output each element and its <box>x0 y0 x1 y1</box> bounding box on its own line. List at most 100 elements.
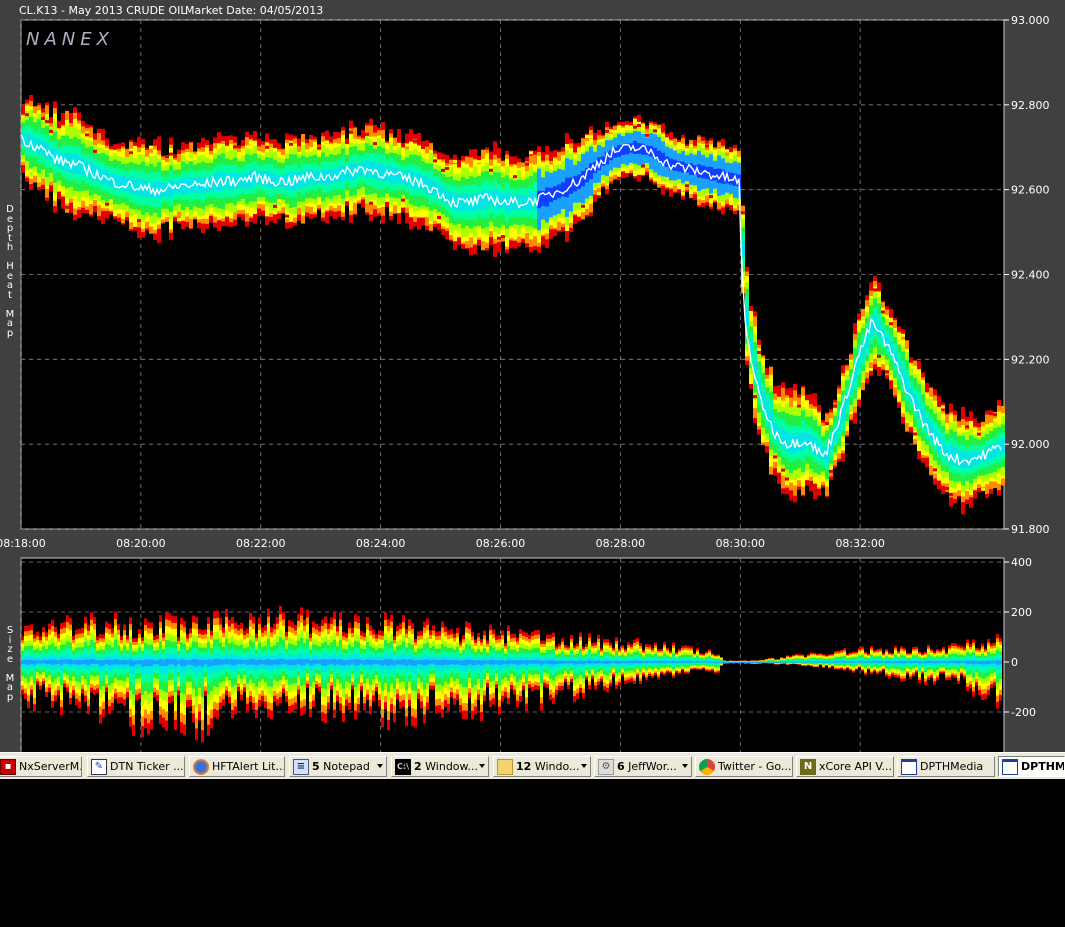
depth-heat-cell <box>173 181 177 194</box>
depth-order-band <box>297 143 301 147</box>
depth-heat-cell <box>781 428 785 448</box>
depth-heat-cell <box>1001 438 1005 454</box>
depth-heat-cell <box>453 194 457 211</box>
size-heat-cell <box>102 660 105 666</box>
taskbar-item-dpthmedia[interactable]: DPTHMedia <box>897 756 995 777</box>
size-heat-cell <box>405 660 408 666</box>
size-heat-cell <box>66 659 69 664</box>
depth-order-band <box>877 354 881 358</box>
size-heat-cell <box>825 661 828 663</box>
size-heat-cell <box>264 659 267 665</box>
size-heat-cell <box>207 659 210 667</box>
size-heat-cell <box>348 659 351 665</box>
taskbar-item-twitter[interactable]: Twitter - Go... <box>695 756 793 777</box>
size-heat-cell <box>546 660 549 664</box>
depth-heat-cell <box>181 177 185 195</box>
depth-order-band <box>605 129 609 133</box>
size-heat-cell <box>441 659 444 666</box>
size-heat-cell <box>513 660 516 664</box>
size-heat-cell <box>369 659 372 666</box>
taskbar-group-notepad[interactable]: ≡ 5 Notepad <box>289 756 387 777</box>
taskbar-item-hftalert[interactable]: HFTAlert Lit... <box>189 756 285 777</box>
size-heat-cell <box>618 661 621 664</box>
depth-order-band <box>621 171 625 175</box>
depth-heat-cell <box>717 168 721 183</box>
time-x-tick-label: 08:24:00 <box>356 537 405 550</box>
depth-order-band <box>205 147 209 151</box>
taskbar-item-dpthme-active[interactable]: DPTHMe <box>998 756 1065 777</box>
depth-order-band <box>637 124 641 128</box>
depth-heat-cell <box>245 171 249 188</box>
size-heat-cell <box>708 661 711 663</box>
size-heat-cell <box>603 660 606 664</box>
depth-heat-cell <box>309 169 313 185</box>
time-x-tick-label: 08:20:00 <box>116 537 165 550</box>
depth-order-band <box>325 140 329 144</box>
size-heat-cell <box>165 658 168 667</box>
depth-order-band <box>833 404 837 408</box>
depth-heat-cell <box>821 447 825 461</box>
size-heat-cell <box>486 660 489 664</box>
size-heat-cell <box>549 660 552 665</box>
depth-order-band <box>405 143 409 147</box>
depth-order-band <box>273 204 277 208</box>
depth-order-band <box>677 142 681 146</box>
depth-heat-map-label: D e p t h H e a t M a p <box>5 204 15 339</box>
taskbar-group-windows[interactable]: C:\ 2 Window... <box>391 756 489 777</box>
size-heat-cell <box>720 661 723 663</box>
size-heat-cell <box>552 660 555 665</box>
depth-order-band <box>545 161 549 165</box>
size-heat-cell <box>909 661 912 664</box>
depth-order-band <box>49 129 53 133</box>
depth-heat-cell <box>761 391 765 409</box>
taskbar-group-jeffwor[interactable]: ⚙ 6 JeffWor... <box>594 756 692 777</box>
size-heat-cell <box>336 659 339 665</box>
size-heat-cell <box>852 661 855 663</box>
size-heat-cell <box>285 660 288 665</box>
depth-heat-cell <box>481 189 485 211</box>
size-heat-cell <box>723 661 726 663</box>
depth-heat-cell <box>493 188 497 210</box>
depth-heat-cell <box>733 173 737 186</box>
taskbar-item-xcore[interactable]: N xCore API V... <box>796 756 894 777</box>
depth-order-band <box>177 218 181 222</box>
depth-order-band <box>93 149 97 153</box>
size-heat-cell <box>411 659 414 666</box>
depth-heat-cell <box>121 175 125 192</box>
size-heat-cell <box>42 659 45 664</box>
depth-heat-cell <box>805 432 809 449</box>
depth-heat-cell <box>953 448 957 466</box>
size-heat-cell <box>939 661 942 663</box>
size-heat-cell <box>477 660 480 665</box>
depth-heat-cell <box>297 172 301 188</box>
depth-heat-cell <box>885 336 889 349</box>
size-heat-cell <box>726 661 729 663</box>
size-heat-cell <box>372 660 375 665</box>
depth-order-band <box>949 492 953 496</box>
taskbar-group-folders[interactable]: 12 Windo... <box>493 756 591 777</box>
firefox-icon <box>193 758 209 775</box>
size-heat-cell <box>714 661 717 663</box>
size-heat-cell <box>93 659 96 664</box>
size-heat-cell <box>903 661 906 664</box>
depth-order-band <box>737 158 741 162</box>
depth-order-band <box>125 217 129 221</box>
depth-heat-map-chart[interactable]: NANEX93.00092.80092.60092.40092.20092.00… <box>0 0 1065 552</box>
size-heat-cell <box>927 660 930 664</box>
size-heat-cell <box>693 661 696 663</box>
size-heat-cell <box>639 660 642 664</box>
taskbar-item-dtn-ticker[interactable]: ✎ DTN Ticker ... <box>87 756 185 777</box>
depth-order-band <box>85 133 89 137</box>
depth-heat-cell <box>869 321 873 337</box>
size-heat-cell <box>849 661 852 663</box>
taskbar-item-nxserver[interactable]: ▪ NxServerM... <box>0 756 82 777</box>
size-heat-cell <box>645 660 648 664</box>
depth-heat-cell <box>393 168 397 184</box>
size-heat-cell <box>447 660 450 665</box>
depth-heat-cell <box>229 172 233 191</box>
size-heat-cell <box>687 661 690 663</box>
size-heat-cell <box>891 661 894 663</box>
size-heat-cell <box>99 660 102 666</box>
depth-heat-cell <box>873 314 877 331</box>
